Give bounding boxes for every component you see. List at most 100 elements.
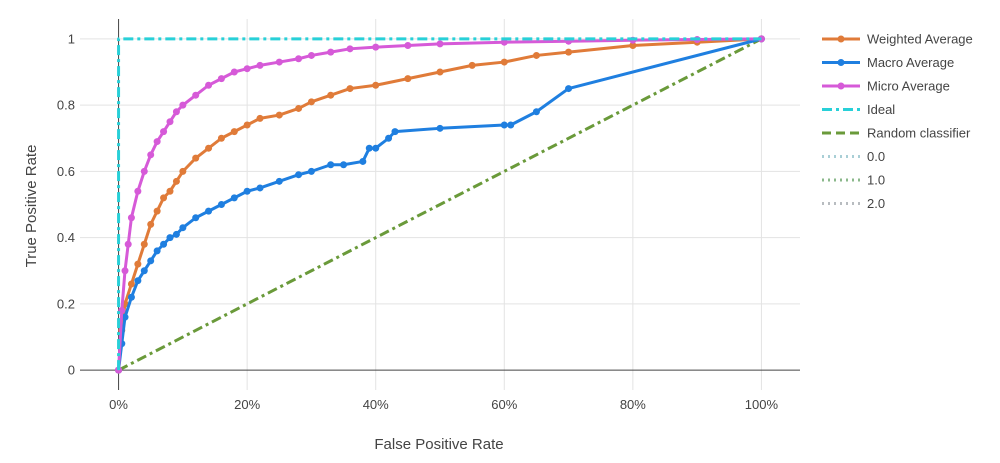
data-point xyxy=(275,177,283,185)
data-point xyxy=(391,128,399,136)
series-random-classifier xyxy=(117,37,763,372)
data-point xyxy=(134,187,142,195)
data-point xyxy=(327,91,335,99)
data-point xyxy=(217,75,225,83)
legend-label: Micro Average xyxy=(867,79,950,94)
legend-item-0-0[interactable]: 0.0 xyxy=(822,149,885,164)
data-point xyxy=(205,207,213,215)
data-point xyxy=(230,194,238,202)
tick-labels: 0% 20% 40% 60% 80% 100% 0 0.2 0.4 0.6 0.8 1 xyxy=(57,31,779,412)
legend-item-2-0[interactable]: 2.0 xyxy=(822,196,885,211)
data-point xyxy=(179,167,187,175)
data-point xyxy=(532,108,540,116)
series-ideal xyxy=(117,37,762,371)
data-point xyxy=(153,138,161,146)
data-point xyxy=(172,108,180,116)
data-point xyxy=(404,42,412,49)
data-point xyxy=(230,128,238,136)
series-line-random-classifier xyxy=(117,37,763,372)
legend-marker xyxy=(837,35,845,43)
data-point xyxy=(436,68,444,76)
data-point xyxy=(295,55,303,63)
data-point xyxy=(166,187,174,195)
x-axis-title: False Positive Rate xyxy=(374,436,503,453)
data-point xyxy=(275,58,283,66)
data-point xyxy=(160,240,168,248)
data-point xyxy=(507,121,515,129)
legend-label: Ideal xyxy=(867,102,895,117)
data-point xyxy=(205,144,213,152)
data-point xyxy=(121,313,129,321)
series-macro-average xyxy=(115,35,765,374)
legend-item-random-classifier[interactable]: Random classifier xyxy=(822,126,971,141)
data-point xyxy=(160,194,168,202)
legend-label: 0.0 xyxy=(867,149,885,164)
data-point xyxy=(307,167,315,175)
data-point xyxy=(372,43,380,51)
x-tick-label: 40% xyxy=(363,397,389,412)
x-tick-label: 100% xyxy=(745,397,779,412)
data-point xyxy=(256,184,264,192)
data-point xyxy=(134,277,142,285)
y-tick-label: 0.6 xyxy=(57,164,75,179)
series-line-ideal xyxy=(117,37,762,371)
data-point xyxy=(385,134,393,142)
data-point xyxy=(134,260,142,268)
data-point xyxy=(500,121,508,129)
data-point xyxy=(243,121,251,129)
data-point xyxy=(140,267,148,275)
data-point xyxy=(192,91,200,99)
data-point xyxy=(121,267,129,275)
data-point xyxy=(153,207,161,215)
legend-item-1-0[interactable]: 1.0 xyxy=(822,173,885,188)
data-point xyxy=(372,144,380,152)
data-point xyxy=(500,38,508,46)
data-point xyxy=(340,161,348,169)
data-point xyxy=(346,85,354,93)
data-point xyxy=(217,134,225,142)
data-point xyxy=(147,151,155,159)
data-point xyxy=(166,118,174,126)
series-lines xyxy=(115,35,765,374)
data-point xyxy=(295,104,303,112)
data-point xyxy=(243,65,251,73)
data-point xyxy=(346,45,354,53)
legend-item-macro-average[interactable]: Macro Average xyxy=(822,55,954,70)
series-line-macro-average xyxy=(117,37,762,371)
x-tick-label: 20% xyxy=(234,397,260,412)
legend: Weighted Average Macro Average Micro Avera… xyxy=(822,32,973,211)
y-tick-label: 0.8 xyxy=(57,98,75,113)
y-tick-label: 0 xyxy=(68,363,75,378)
legend-item-ideal[interactable]: Ideal xyxy=(822,102,895,117)
legend-item-weighted-average[interactable]: Weighted Average xyxy=(822,32,973,47)
data-point xyxy=(327,161,335,169)
data-point xyxy=(160,128,168,136)
data-point xyxy=(365,144,373,152)
data-point xyxy=(127,293,135,301)
data-point xyxy=(565,85,573,93)
data-point xyxy=(295,171,303,179)
data-point xyxy=(179,224,187,232)
data-point xyxy=(127,214,135,222)
data-point xyxy=(307,98,315,106)
data-point xyxy=(205,81,213,89)
data-point xyxy=(172,230,180,238)
data-point xyxy=(140,240,148,248)
data-point xyxy=(629,42,637,49)
y-tick-label: 1 xyxy=(68,31,75,46)
data-point xyxy=(275,111,283,119)
legend-item-micro-average[interactable]: Micro Average xyxy=(822,79,950,94)
data-point xyxy=(192,154,200,162)
data-point xyxy=(147,220,155,228)
data-point xyxy=(436,124,444,132)
data-point xyxy=(124,240,132,248)
y-tick-label: 0.2 xyxy=(57,296,75,311)
data-point xyxy=(127,280,135,288)
data-point xyxy=(179,101,187,109)
data-point xyxy=(565,48,573,56)
legend-label: Macro Average xyxy=(867,55,954,70)
legend-marker xyxy=(837,59,845,66)
data-point xyxy=(500,58,508,66)
data-point xyxy=(404,75,412,83)
data-point xyxy=(256,61,264,69)
